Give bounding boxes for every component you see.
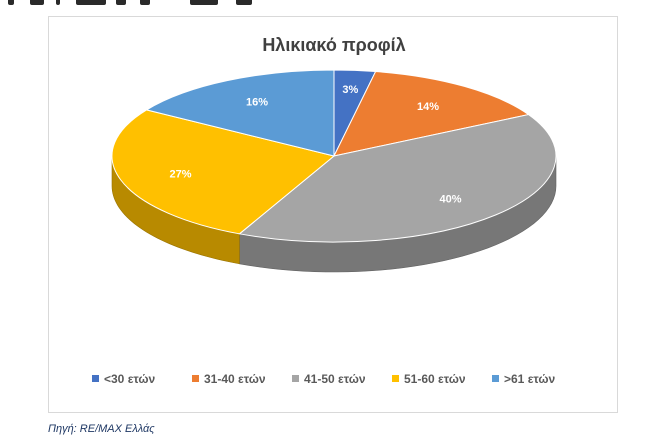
data-label-3: 27% <box>169 168 191 180</box>
legend-swatch-1 <box>192 375 199 382</box>
legend-swatch-4 <box>492 375 499 382</box>
pie-labels-layer: 3% 14% 40% 27% 16% <box>169 84 461 205</box>
cropped-text-fragment <box>0 0 657 6</box>
pie-top-layer <box>111 69 557 243</box>
pie-chart: Ηλικιακό προφίλ 3% 14% 40% 27% 16% <30 ετών 3… <box>92 35 557 386</box>
pie-slice-2 <box>238 114 557 243</box>
legend-label-4: >61 ετών <box>504 372 556 386</box>
legend-label-2: 41-50 ετών <box>304 372 366 386</box>
source-note: Πηγή: RE/MAX Ελλάς <box>48 423 155 435</box>
data-label-2: 40% <box>439 193 461 205</box>
pie-slice-4 <box>145 69 335 157</box>
data-label-4: 16% <box>246 97 268 109</box>
pie-slice-3 <box>111 109 336 235</box>
data-label-1: 14% <box>417 101 439 113</box>
chart-title: Ηλικιακό προφίλ <box>262 35 405 55</box>
legend-swatch-3 <box>392 375 399 382</box>
legend-swatch-0 <box>92 375 99 382</box>
legend: <30 ετών 31-40 ετών 41-50 ετών 51-60 ετών >6… <box>92 372 556 386</box>
legend-label-1: 31-40 ετών <box>204 372 266 386</box>
pie-slice-1 <box>333 70 530 157</box>
data-label-0: 3% <box>342 84 358 96</box>
chart-area: Ηλικιακό προφίλ 3% 14% 40% 27% 16% <30 ετών 3… <box>48 16 618 413</box>
legend-label-0: <30 ετών <box>104 372 156 386</box>
legend-swatch-2 <box>292 375 299 382</box>
legend-label-3: 51-60 ετών <box>404 372 466 386</box>
